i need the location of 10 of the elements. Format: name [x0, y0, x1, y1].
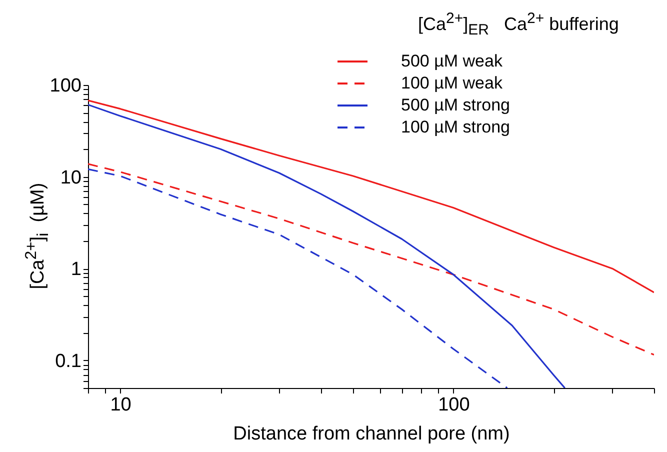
legend-label: 500 µM weak: [401, 52, 503, 70]
y-tick-label: 10: [60, 167, 82, 188]
y-tick-label: 100: [50, 76, 82, 96]
x-axis-title: Distance from channel pore (nm): [233, 424, 510, 444]
legend-title: [Ca$^{2+}$]$_{ER}$ Ca$^{2+}$ buffering: [418, 10, 619, 39]
legend-label: 500 µM strong: [401, 96, 510, 114]
y-tick-label: 0.1: [55, 350, 82, 372]
y-tick-label: 1: [70, 259, 82, 280]
legend-label: 100 µM weak: [401, 74, 503, 92]
legend-label: 100 µM strong: [401, 118, 510, 136]
